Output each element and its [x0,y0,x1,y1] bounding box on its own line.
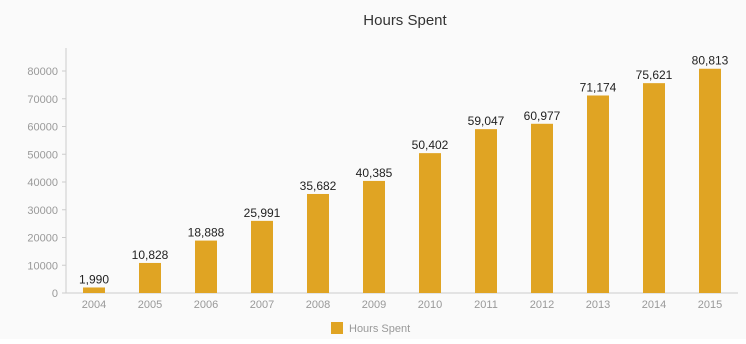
x-tick-label: 2005 [138,299,162,311]
bar-2013[interactable] [587,95,609,293]
bar-2015[interactable] [699,68,721,293]
x-tick-label: 2006 [194,299,218,311]
data-label: 40,385 [356,166,393,180]
y-tick-label: 30000 [27,205,58,217]
data-label: 71,174 [580,80,617,94]
data-label: 60,977 [524,109,561,123]
y-tick-label: 70000 [27,94,58,106]
x-tick-label: 2011 [474,299,498,311]
y-tick-label: 40000 [27,177,58,189]
data-label: 59,047 [468,114,505,128]
bar-2004[interactable] [83,287,105,293]
bar-2009[interactable] [363,180,385,293]
y-tick-label: 60000 [27,122,58,134]
x-tick-label: 2008 [306,299,330,311]
data-label: 10,828 [132,248,169,262]
x-axis-ticks: 2004 2005 2006 2007 2008 2009 2010 2011 2012 2013… [82,299,722,311]
data-label: 1,990 [79,272,109,286]
chart-title: Hours Spent [363,12,447,29]
x-tick-label: 2013 [586,299,610,311]
bar-2005[interactable] [139,262,161,293]
data-label: 18,888 [188,226,225,240]
y-tick-label: 50000 [27,149,58,161]
data-label: 35,682 [300,179,337,193]
data-label: 50,402 [412,138,449,152]
data-labels-group: 1,990 10,828 18,888 25,991 35,682 40,385 50,40… [79,54,729,287]
x-tick-label: 2004 [82,299,106,311]
legend-label[interactable]: Hours Spent [349,323,410,335]
x-tick-label: 2009 [362,299,386,311]
data-label: 80,813 [692,54,729,68]
x-tick-label: 2007 [250,299,274,311]
bar-2008[interactable] [307,193,329,293]
legend[interactable]: Hours Spent [331,322,410,335]
x-tick-label: 2014 [642,299,666,311]
y-tick-label: 80000 [27,66,58,78]
y-tick-label: 0 [52,288,58,300]
y-tick-label: 20000 [27,233,58,245]
data-label: 75,621 [636,68,673,82]
bars-group [83,68,721,294]
data-label: 25,991 [244,206,281,220]
bar-2010[interactable] [419,153,441,293]
x-tick-label: 2010 [418,299,442,311]
y-axis-ticks: 0 10000 20000 30000 40000 50000 60000 70000 8000… [27,66,66,300]
bar-2012[interactable] [531,123,553,294]
bar-2006[interactable] [195,240,217,293]
x-tick-label: 2012 [530,299,554,311]
legend-swatch[interactable] [331,322,343,334]
bar-2011[interactable] [475,129,497,293]
y-tick-label: 10000 [27,260,58,272]
x-tick-label: 2015 [698,299,722,311]
bar-2014[interactable] [643,83,665,293]
bar-2007[interactable] [251,220,273,293]
